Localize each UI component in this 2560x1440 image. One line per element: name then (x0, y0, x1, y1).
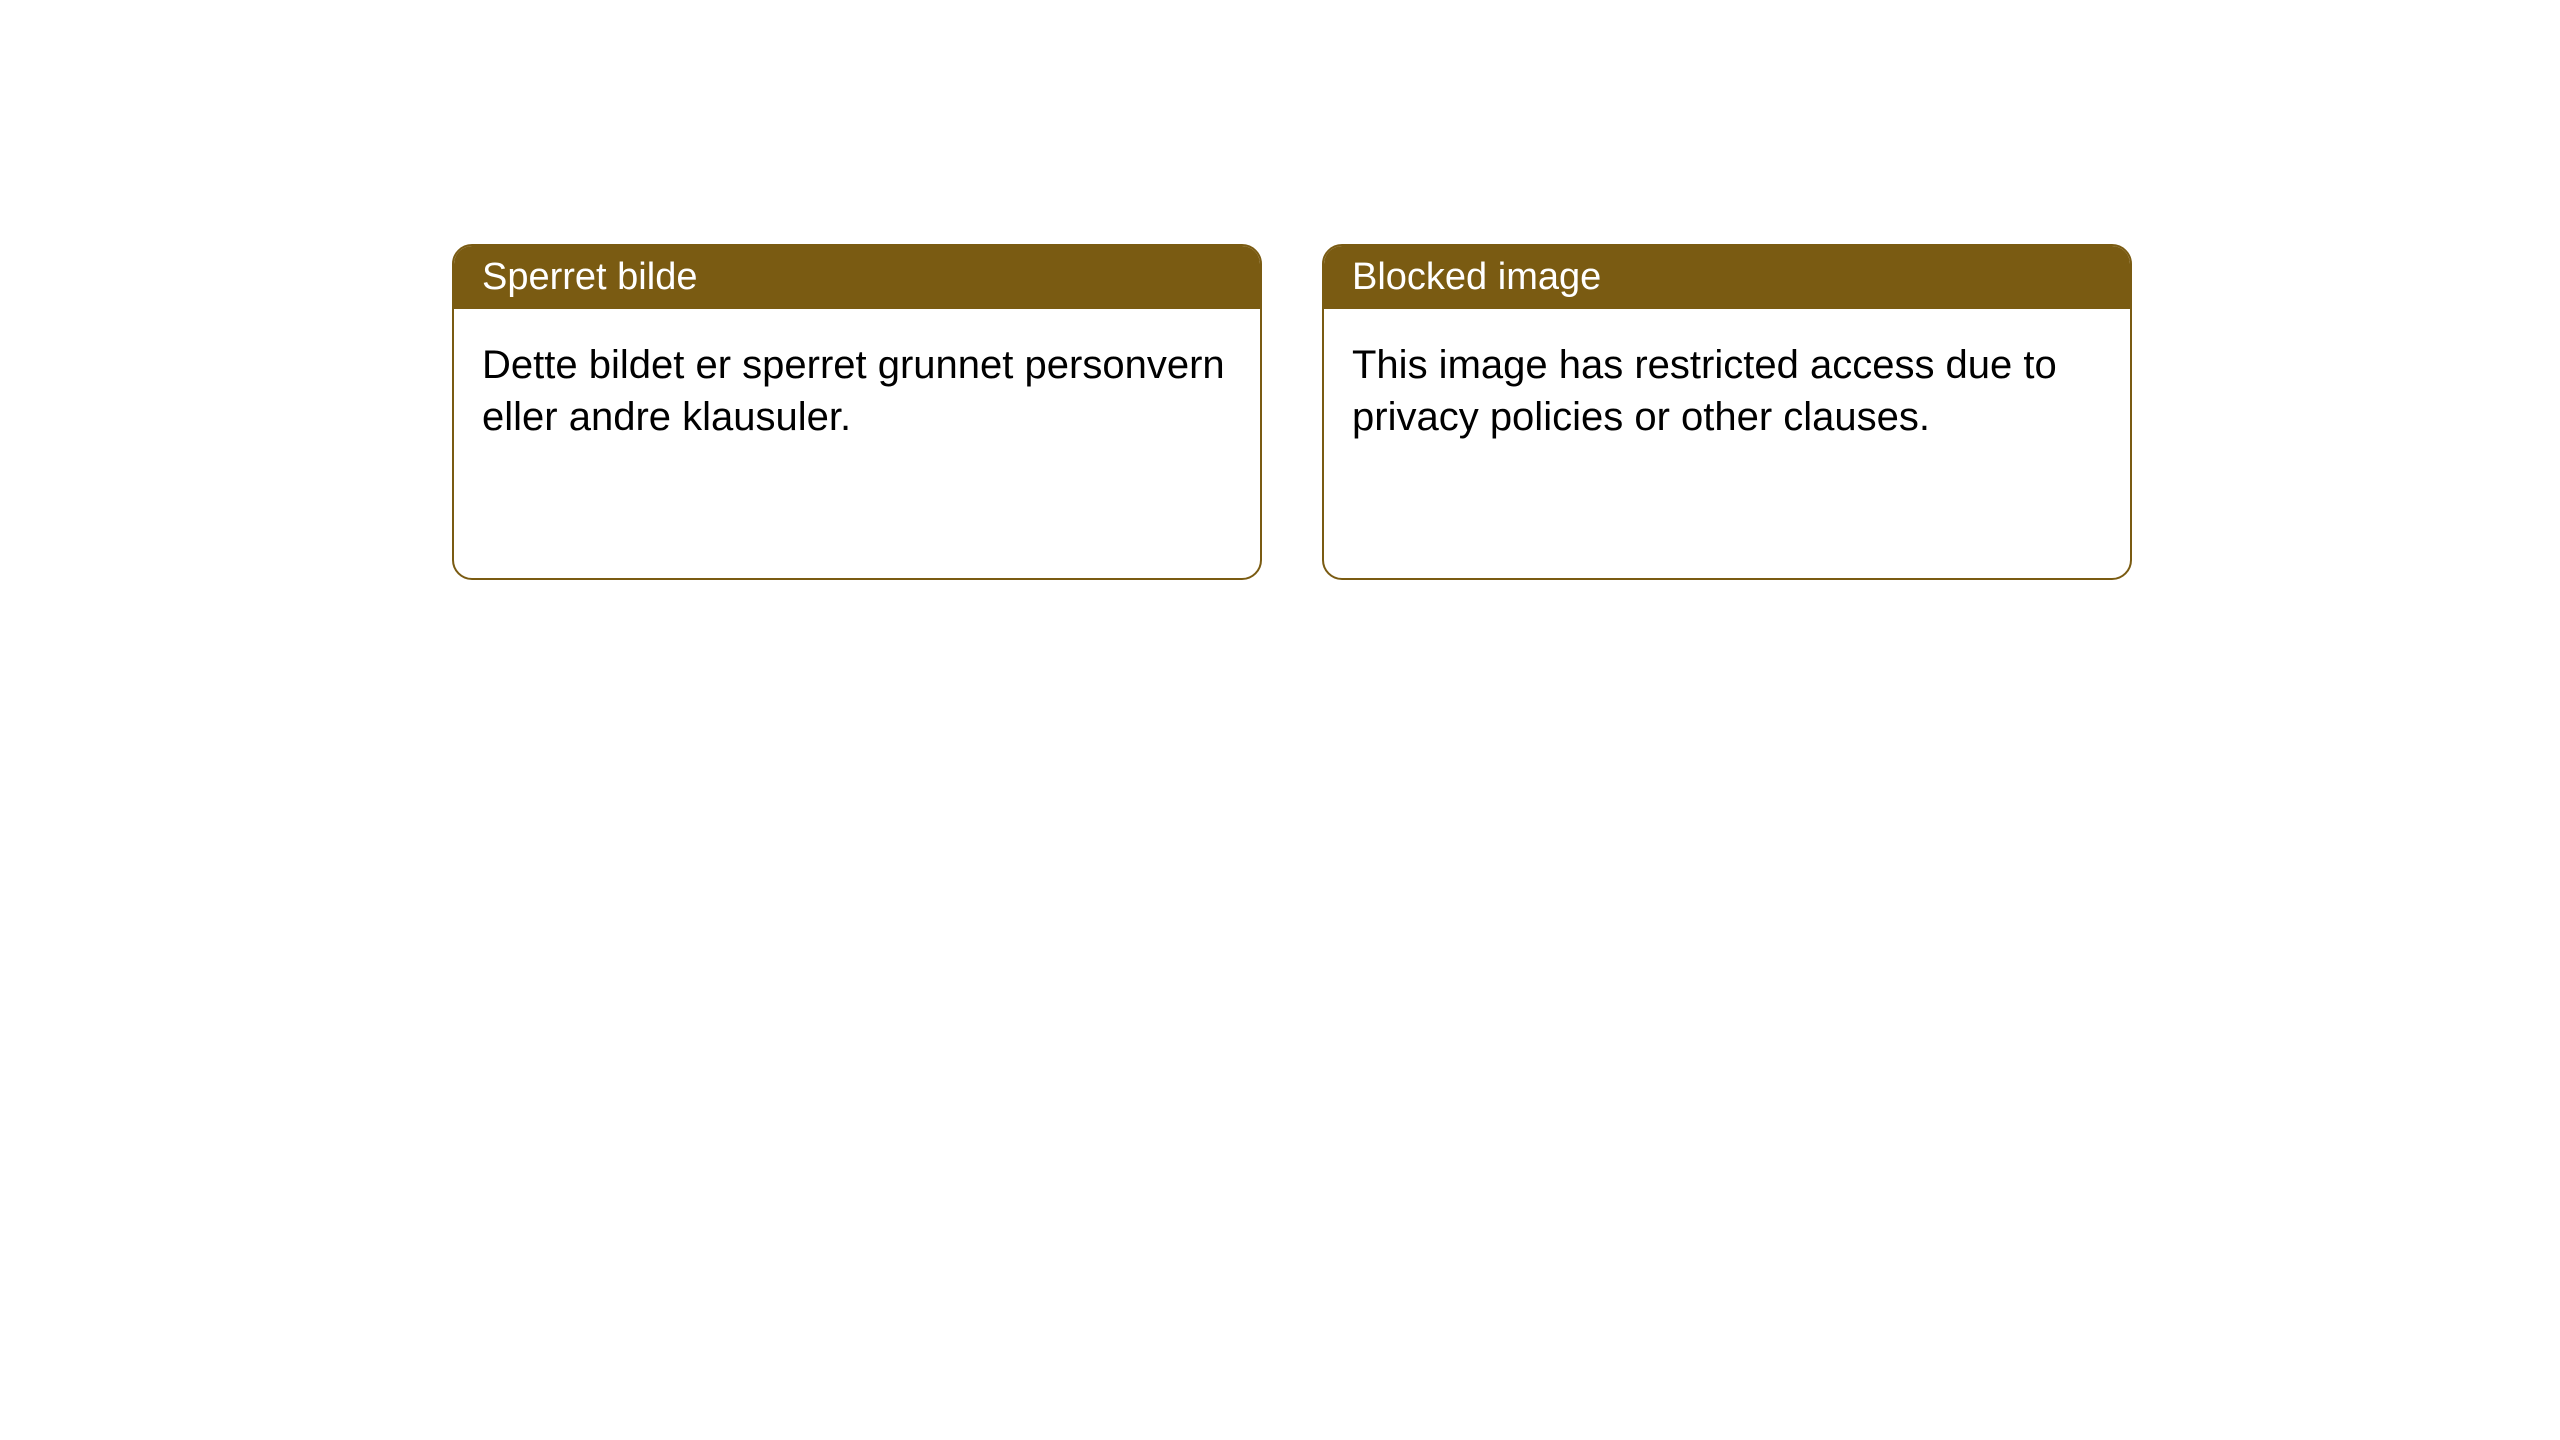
card-title: Sperret bilde (482, 256, 697, 298)
card-header: Sperret bilde (454, 246, 1260, 309)
card-body: This image has restricted access due to … (1324, 309, 2130, 473)
notice-card-english: Blocked image This image has restricted … (1322, 244, 2132, 580)
notice-cards-container: Sperret bilde Dette bildet er sperret gr… (0, 0, 2560, 580)
card-message: This image has restricted access due to … (1352, 343, 2057, 439)
notice-card-norwegian: Sperret bilde Dette bildet er sperret gr… (452, 244, 1262, 580)
card-body: Dette bildet er sperret grunnet personve… (454, 309, 1260, 473)
card-header: Blocked image (1324, 246, 2130, 309)
card-message: Dette bildet er sperret grunnet personve… (482, 343, 1225, 439)
card-title: Blocked image (1352, 256, 1601, 298)
